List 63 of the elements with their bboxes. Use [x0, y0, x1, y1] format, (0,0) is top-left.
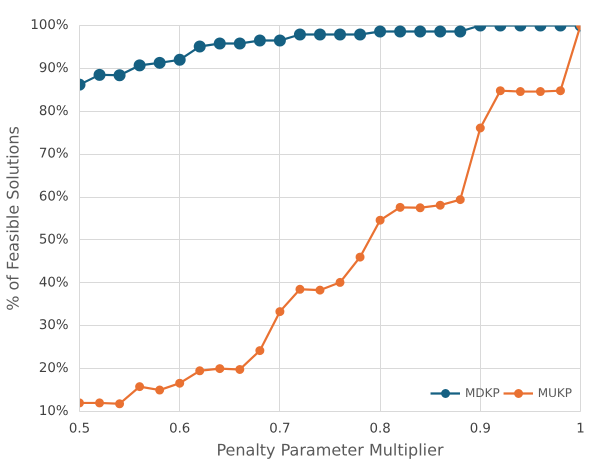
x-tick-label: 1: [576, 422, 585, 436]
x-tick-label: 0.7: [269, 422, 291, 436]
point: [414, 26, 426, 38]
point: [315, 286, 324, 295]
x-tick-label: 0.5: [68, 422, 90, 436]
point: [174, 54, 186, 66]
point: [295, 284, 304, 294]
x-tick-label: 0.9: [470, 422, 491, 436]
legend-label: MDKP: [465, 386, 500, 400]
y-tick-label: 50%: [38, 232, 68, 248]
point: [95, 398, 104, 408]
y-tick-label: 80%: [38, 104, 68, 119]
x-tick-label: 0.6: [169, 422, 190, 436]
point: [154, 56, 166, 69]
point: [155, 386, 164, 395]
point: [436, 200, 445, 210]
x-tick-label: 0.8: [370, 422, 391, 436]
point: [416, 203, 425, 212]
y-tick-label: 100%: [30, 18, 69, 33]
point: [214, 38, 226, 50]
point: [314, 28, 326, 40]
point: [374, 26, 386, 38]
y-tick-label: 40%: [38, 275, 68, 290]
point: [134, 59, 146, 72]
point: [354, 28, 366, 40]
point: [294, 28, 306, 40]
point: [175, 378, 184, 388]
point: [195, 366, 204, 376]
point: [396, 202, 405, 212]
point: [234, 38, 246, 50]
y-axis-title: % of Feasible Solutions: [3, 126, 22, 311]
point: [456, 195, 465, 204]
point: [496, 86, 505, 96]
point: [115, 399, 124, 408]
point: [94, 68, 106, 81]
x-axis-title: Penalty Parameter Multiplier: [216, 440, 444, 460]
point: [254, 34, 266, 46]
y-tick-label: 30%: [38, 318, 68, 334]
point: [114, 69, 126, 82]
legend-label: MUKP: [538, 386, 572, 400]
point: [536, 87, 545, 96]
point: [255, 346, 264, 356]
point: [356, 252, 365, 262]
y-tick-label: 60%: [38, 190, 68, 205]
point: [556, 86, 565, 96]
point: [476, 124, 485, 132]
point: [194, 40, 206, 53]
point: [274, 34, 286, 46]
point: [215, 364, 224, 374]
point: [135, 382, 144, 392]
point: [454, 26, 466, 38]
y-tick-label: 10%: [38, 404, 68, 419]
point: [336, 278, 345, 287]
point: [235, 364, 244, 374]
y-tick-label: 90%: [38, 60, 68, 76]
point: [334, 28, 346, 40]
point: [434, 26, 446, 38]
point: [376, 216, 385, 225]
point: [516, 87, 525, 96]
y-tick-label: 20%: [38, 361, 68, 376]
point: [394, 26, 406, 38]
point: [275, 307, 284, 316]
y-tick-label: 70%: [38, 146, 68, 162]
